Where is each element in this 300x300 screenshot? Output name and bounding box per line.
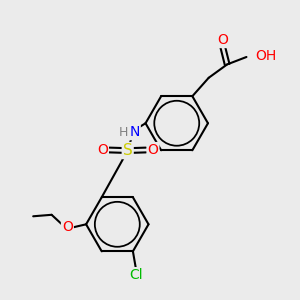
Text: H: H (119, 126, 128, 139)
Text: O: O (97, 143, 108, 157)
Text: S: S (123, 143, 133, 158)
Text: O: O (62, 220, 73, 234)
Text: O: O (148, 143, 158, 157)
Text: Cl: Cl (129, 268, 143, 282)
Text: OH: OH (255, 49, 277, 62)
Text: O: O (217, 33, 228, 47)
Text: N: N (129, 125, 140, 139)
